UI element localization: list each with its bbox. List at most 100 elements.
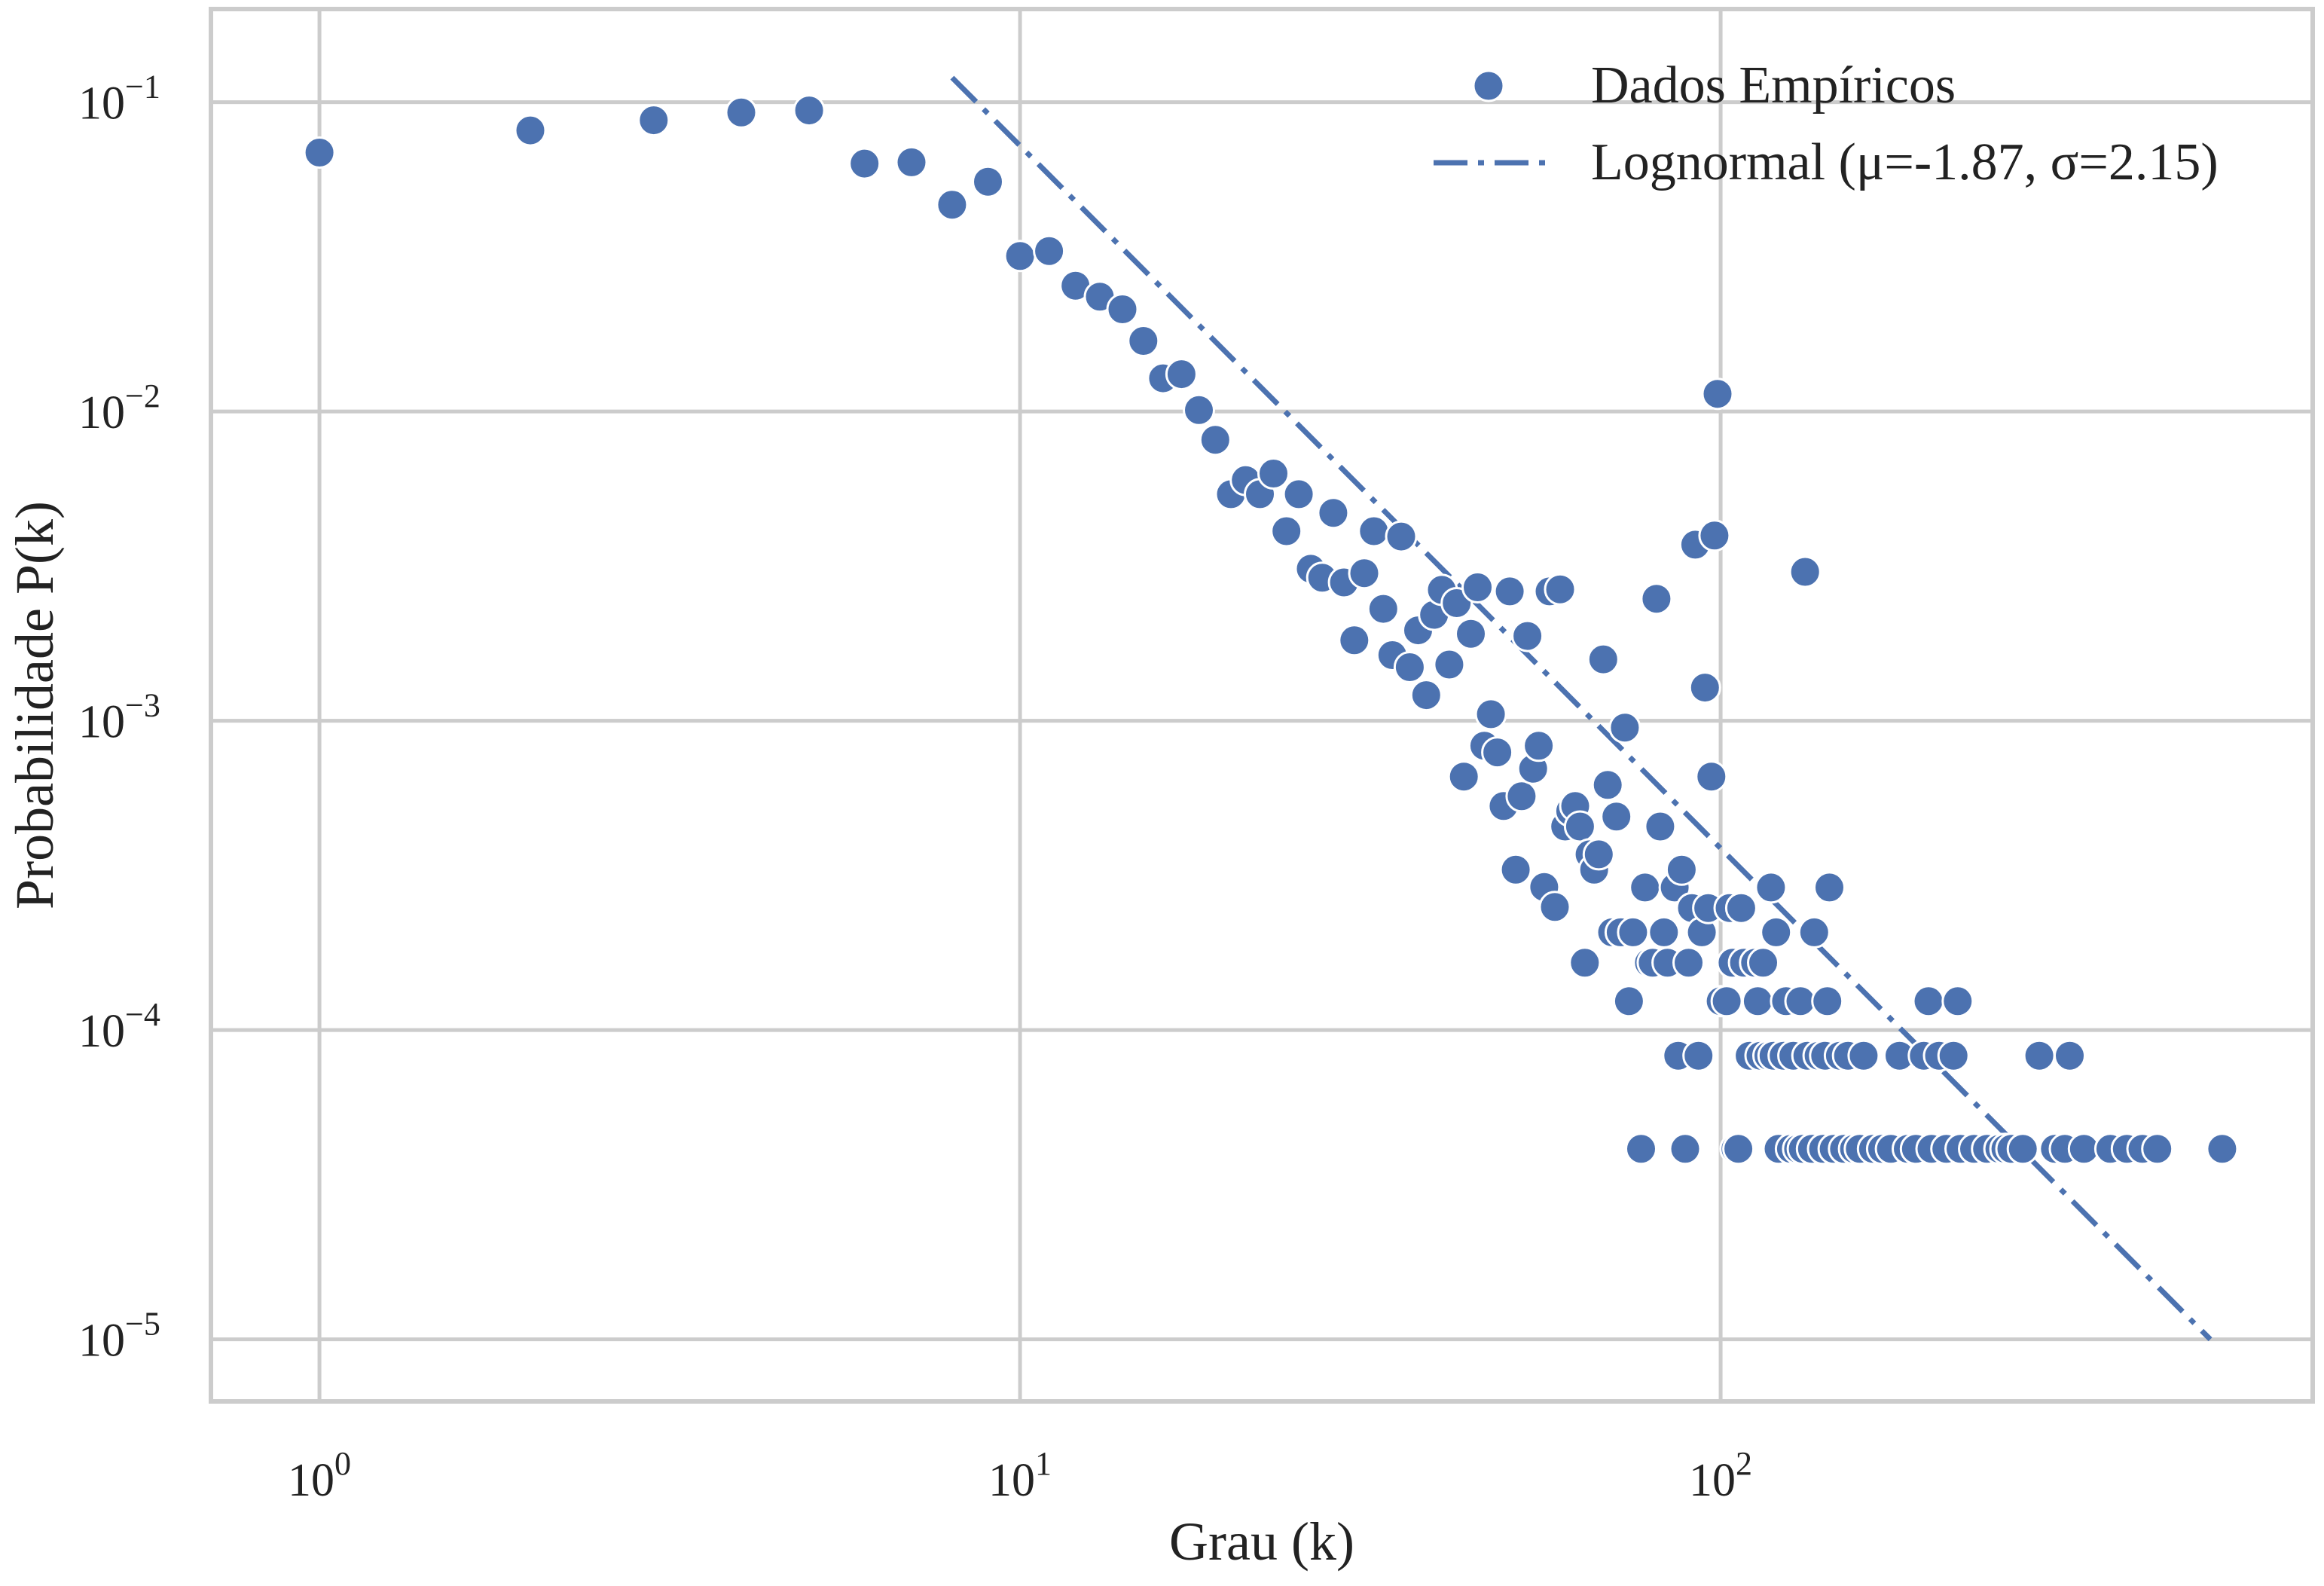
data-point [1640,582,1673,616]
data-point [1695,760,1728,793]
data-point [1499,853,1532,886]
data-point [1393,651,1426,683]
data-point [1644,810,1677,843]
data-point [1127,325,1160,357]
data-point [1797,915,1831,949]
data-point [725,96,758,129]
data-point [1937,1039,1970,1072]
data-point [1447,760,1480,793]
data-point [1199,423,1232,457]
y-axis-title: Probabilidade P(k) [5,501,65,909]
data-point [1367,592,1400,625]
data-point [2023,1039,2056,1072]
data-point [1747,946,1779,979]
data-point [1669,1132,1702,1166]
data-point [1617,915,1650,949]
data-point [1608,711,1641,744]
data-point [1682,1039,1715,1072]
data-point [1270,515,1303,548]
legend-label-lognormal: Lognormal (μ=-1.87, σ=2.15) [1591,133,2219,191]
plot-frame [209,7,2315,1404]
legend-label-dados: Dados Empíricos [1591,57,1956,115]
data-point [1941,985,1974,1018]
x-tick-labels: 100 101 102 [288,1445,1752,1506]
data-point [1433,648,1466,681]
legend-marker-dados [1472,69,1505,102]
x-tick-label: 101 [988,1445,1052,1506]
data-point [1461,571,1494,604]
data-point [1493,575,1526,608]
legend: Dados Empíricos Lognormal (μ=-1.87, σ=2.… [1434,57,2219,191]
data-point [895,145,928,179]
fit-line-layer [950,75,2213,1342]
data-point [972,165,1004,198]
data-point [1754,871,1788,904]
data-point [514,114,547,147]
data-point [1625,1132,1657,1166]
data-point [1522,729,1556,762]
data-point [848,147,881,180]
data-point [1474,698,1507,731]
data-point [1455,617,1487,650]
data-point [1912,985,1945,1018]
data-point [2206,1132,2239,1166]
data-point [1165,358,1198,391]
data-point [1505,780,1538,813]
data-point [1760,915,1793,949]
data-point [1033,234,1066,267]
data-point [303,136,336,169]
data-point [1257,457,1290,490]
data-point [1813,871,1846,904]
data-point [1106,293,1139,325]
data-point [1582,838,1615,871]
data-point [1591,769,1624,802]
y-tick-label: 10−3 [78,687,160,748]
data-point [1563,810,1596,843]
x-tick-label: 102 [1689,1445,1752,1506]
data-point [1710,985,1743,1018]
y-tick-label: 10−4 [78,996,160,1057]
data-point [1338,624,1371,657]
x-axis-title: Grau (k) [1169,1511,1354,1572]
data-point [1612,985,1645,1018]
data-point [1811,985,1844,1018]
y-tick-label: 10−2 [78,377,160,439]
data-point [1724,891,1758,924]
data-point [1317,497,1350,530]
data-point [2141,1132,2174,1166]
data-point [637,104,670,137]
data-point [1544,573,1577,606]
data-point [1688,671,1721,704]
data-point [1282,478,1315,511]
data-point [1722,1132,1755,1166]
x-tick-label: 100 [288,1445,351,1506]
data-point [1586,643,1620,676]
data-point [792,94,826,127]
data-point [1538,891,1571,924]
data-point [1665,853,1698,886]
data-point [1600,800,1633,833]
data-point [1847,1039,1880,1072]
data-point [2054,1039,2086,1072]
y-tick-labels: 10−1 10−2 10−3 10−4 10−5 [78,69,160,1367]
data-point [1481,736,1514,769]
data-point [1348,557,1381,590]
data-point [1385,520,1418,553]
data-point [1701,377,1734,411]
data-point [1788,555,1822,588]
data-point [936,188,969,222]
data-point [2006,1132,2039,1166]
data-point [1357,515,1391,548]
data-point [1409,679,1443,712]
data-point [1698,519,1731,552]
data-point [1672,946,1705,979]
lognormal-fit-line [950,75,2213,1342]
data-point [1003,240,1037,273]
y-tick-label: 10−5 [78,1306,160,1367]
scatter-points [303,94,2239,1166]
data-point [1629,871,1662,904]
data-point [1568,946,1602,979]
y-tick-label: 10−1 [78,69,160,130]
